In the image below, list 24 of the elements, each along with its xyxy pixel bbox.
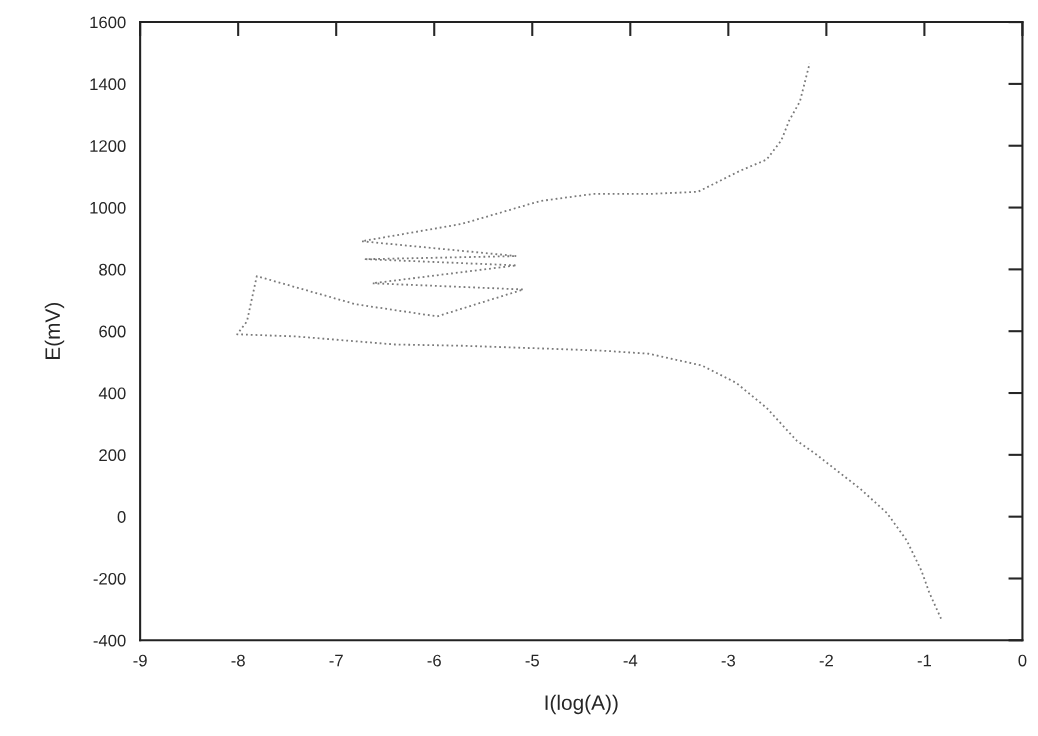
y-tick-label: -400	[93, 634, 126, 647]
x-tick-label: -6	[427, 654, 441, 667]
x-tick-label: -4	[623, 654, 638, 667]
line-series	[236, 62, 942, 620]
y-axis-title: E(mV)	[44, 302, 65, 359]
x-tick-label: -7	[329, 654, 343, 667]
x-tick-label: -5	[525, 654, 539, 667]
x-tick-label: -9	[133, 654, 147, 667]
x-tick-label: -2	[819, 654, 833, 667]
y-tick-label: 0	[117, 511, 126, 523]
y-tick-label: 200	[99, 449, 126, 462]
y-tick-label: 1600	[90, 16, 126, 29]
y-tick-label: 600	[99, 325, 126, 338]
y-tick-label: 1000	[90, 201, 126, 214]
y-tick-label: -200	[93, 572, 126, 585]
x-tick-label: 0	[1018, 654, 1027, 667]
x-tick-label: -3	[721, 654, 736, 667]
y-tick-label: 1400	[90, 78, 126, 91]
y-tick-label: 400	[98, 387, 126, 400]
x-tick-label: -1	[917, 654, 931, 667]
y-tick-label: 1200	[90, 140, 126, 152]
y-tick-label: 800	[99, 263, 126, 276]
x-axis-title: I(log(A))	[545, 694, 618, 715]
x-tick-label: -8	[231, 654, 245, 667]
